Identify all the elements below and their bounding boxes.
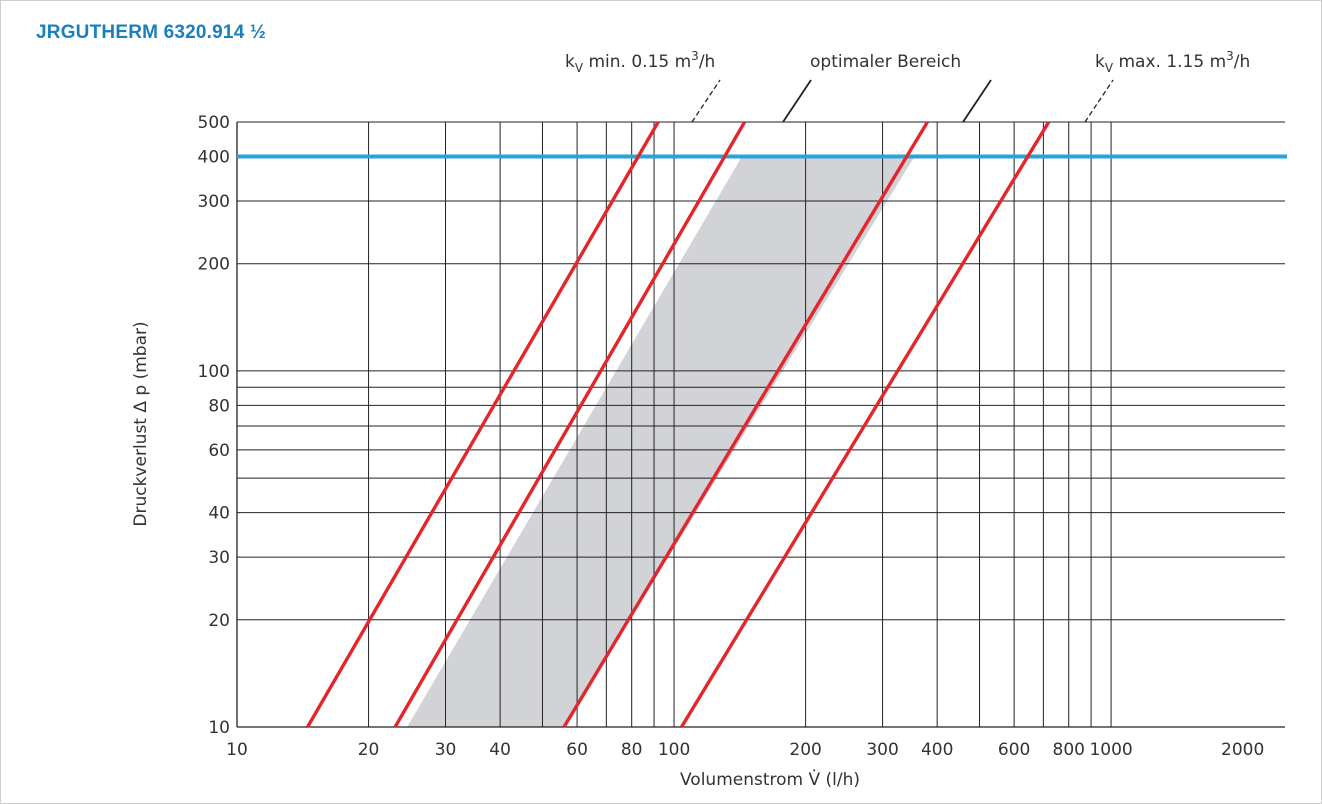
x-tick-label-200: 200 [789,740,821,760]
y-tick-label-40: 40 [208,504,230,524]
x-tick-label-40: 40 [489,740,511,760]
y-tick-label-500: 500 [198,113,230,133]
optimal-leader-right [962,79,992,123]
kv-max-annotation: kV max. 1.15 m3/h [1095,49,1250,75]
kv-min-leader [691,79,721,123]
optimal-region [407,156,915,727]
kv-max-leader [1084,79,1114,123]
optimal-range-annotation: optimaler Bereich [810,52,961,72]
x-tick-label-600: 600 [998,740,1030,760]
kv-curve-1 [306,121,660,728]
y-tick-label-30: 30 [208,548,230,568]
x-tick-label-100: 100 [658,740,690,760]
y-tick-label-100: 100 [198,362,230,382]
y-tick-label-200: 200 [198,255,230,275]
kv-curve-3 [562,121,929,728]
x-axis-label: Volumenstrom V̇ (l/h) [680,769,860,790]
optimal-leader-left [782,79,812,123]
x-tick-label-30: 30 [435,740,457,760]
kv-curve-2 [393,121,747,728]
x-tick-label-300: 300 [866,740,898,760]
x-tick-label-1000: 1000 [1089,740,1132,760]
y-tick-label-300: 300 [198,192,230,212]
x-tick-label-80: 80 [621,740,643,760]
x-tick-label-10: 10 [226,740,248,760]
y-tick-label-20: 20 [208,611,230,631]
x-tick-label-20: 20 [358,740,380,760]
y-tick-label-80: 80 [208,396,230,416]
y-tick-label-400: 400 [198,148,230,168]
x-tick-label-400: 400 [921,740,953,760]
y-tick-label-10: 10 [208,718,230,738]
x-tick-label-800: 800 [1053,740,1085,760]
kv-min-annotation: kV min. 0.15 m3/h [565,49,715,75]
x-tick-label-2000: 2000 [1221,740,1264,760]
x-tick-label-60: 60 [566,740,588,760]
y-tick-label-60: 60 [208,441,230,461]
y-axis-label: Druckverlust Δ p (mbar) [131,321,151,526]
kv-curve-4 [680,121,1051,728]
chart-title: JRGUTHERM 6320.914 ½ [36,22,266,43]
